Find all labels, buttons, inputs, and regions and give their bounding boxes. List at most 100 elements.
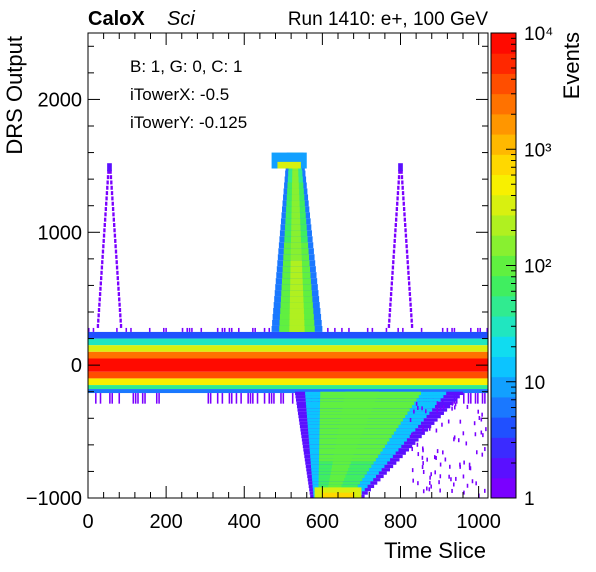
- baseline-sparse-cell: [228, 393, 231, 404]
- spike-cell: [402, 196, 405, 201]
- tail-sparse-cell: [482, 433, 484, 438]
- baseline-band-cell: [88, 345, 488, 352]
- spike-cell: [389, 292, 393, 297]
- baseline-sparse-cell: [477, 327, 479, 332]
- tail-cell: [341, 414, 370, 419]
- spike-cell: [119, 318, 122, 323]
- spike-cell: [101, 254, 104, 259]
- spike-cell: [402, 207, 406, 212]
- baseline-band-cell: [88, 331, 488, 339]
- spike-cell: [388, 308, 392, 312]
- spike-cell: [106, 175, 110, 180]
- spike-cell: [97, 313, 100, 318]
- spike-cell: [105, 201, 108, 206]
- y-tick-label: −1000: [26, 488, 82, 510]
- spike-cell: [114, 238, 117, 243]
- spike-cell: [109, 175, 113, 180]
- x-axis-title: Time Slice: [384, 538, 486, 563]
- spike-cell: [113, 222, 116, 227]
- tail-sparse-cell: [462, 474, 465, 479]
- spike-cell: [404, 233, 408, 238]
- pulse-cell: [291, 206, 300, 213]
- spike-cell: [405, 244, 408, 249]
- spike-cell: [408, 286, 411, 291]
- baseline-sparse-cell: [366, 327, 369, 332]
- spike-cell: [107, 163, 112, 172]
- spike-cell: [407, 281, 411, 286]
- tail-sparse-cell: [449, 464, 451, 469]
- y-tick-label: 1000: [38, 222, 83, 244]
- baseline-sparse-cell: [348, 327, 350, 332]
- tail-sparse-cell: [439, 488, 441, 493]
- tail-cell: [333, 458, 353, 462]
- spike-cell: [410, 318, 413, 323]
- tail-sparse-cell: [442, 450, 444, 455]
- colorbar-swatch: [491, 174, 516, 196]
- tail-sparse-cell: [480, 417, 483, 422]
- tail-sparse-cell: [477, 409, 480, 414]
- spike-cell: [111, 201, 114, 206]
- baseline-sparse-cell: [441, 327, 444, 332]
- spike-cell: [401, 185, 404, 190]
- spike-cell: [405, 249, 409, 254]
- tail-sparse-cell: [441, 422, 443, 427]
- baseline-sparse-cell: [228, 327, 231, 332]
- colorbar-swatch: [491, 396, 516, 418]
- info-line-3: iTowerY: -0.125: [130, 113, 247, 132]
- tail-sparse-cell: [435, 428, 438, 433]
- spike-cell: [104, 207, 108, 212]
- tail-sparse-cell: [426, 486, 428, 491]
- tail-sparse-cell: [417, 481, 419, 486]
- tail-sparse-cell: [411, 447, 414, 452]
- tail-sparse-cell: [481, 412, 483, 417]
- spike-cell: [409, 297, 412, 302]
- tail-cell: [336, 441, 359, 445]
- spike-cell: [397, 180, 400, 185]
- spike-cell: [403, 217, 407, 222]
- tail-sparse-cell: [428, 487, 431, 492]
- tail-cell: [333, 454, 354, 459]
- x-tick-label: 1000: [456, 511, 501, 533]
- pulse-cell: [289, 325, 305, 332]
- pulse-cell: [290, 248, 302, 255]
- spike-cell: [119, 313, 122, 318]
- pulse-cell: [291, 200, 300, 207]
- baseline-sparse-cell: [134, 393, 137, 404]
- pulse-cap-cell: [277, 161, 301, 169]
- tail-sparse-cell: [454, 402, 457, 407]
- tail-sparse-cell: [429, 480, 431, 485]
- plot-frame: [87, 32, 489, 499]
- baseline-sparse-cell: [484, 393, 486, 404]
- spike-cell: [107, 169, 110, 174]
- baseline-band-cell: [88, 358, 488, 372]
- info-box: B: 1, G: 0, C: 1 iTowerX: -0.5 iTowerY: …: [120, 48, 360, 140]
- baseline-sparse-cell: [163, 327, 165, 332]
- spike-cell: [111, 207, 115, 212]
- pulse-cell: [289, 308, 304, 314]
- spike-cell: [104, 212, 107, 217]
- pulse-cell: [289, 302, 304, 309]
- info-box-bg: [120, 48, 360, 140]
- spike-cell: [395, 207, 399, 212]
- baseline-sparse-cell: [470, 393, 472, 404]
- tail-sparse-cell: [474, 432, 477, 437]
- x-tick-label: 200: [149, 511, 182, 533]
- baseline-sparse-cell: [125, 327, 128, 332]
- z-axis-title: Events: [559, 32, 584, 99]
- baseline-sparse-cell: [165, 327, 167, 332]
- colorbar-swatch: [491, 53, 516, 74]
- baseline-sparse-cell: [463, 393, 465, 404]
- spike-cell: [410, 313, 413, 318]
- spike-cell: [105, 196, 108, 201]
- spike-cell: [101, 249, 105, 254]
- tail-sparse-cell: [411, 432, 413, 437]
- baseline-sparse-cell: [230, 393, 233, 404]
- spike-cell: [106, 185, 109, 190]
- spike-cell: [103, 217, 107, 222]
- tail-cell: [330, 474, 346, 479]
- baseline-sparse-cell: [479, 327, 481, 332]
- baseline-sparse-cell: [453, 327, 456, 332]
- spike-cell: [100, 270, 103, 275]
- spike-cell: [389, 302, 392, 307]
- spike-cell: [110, 191, 114, 196]
